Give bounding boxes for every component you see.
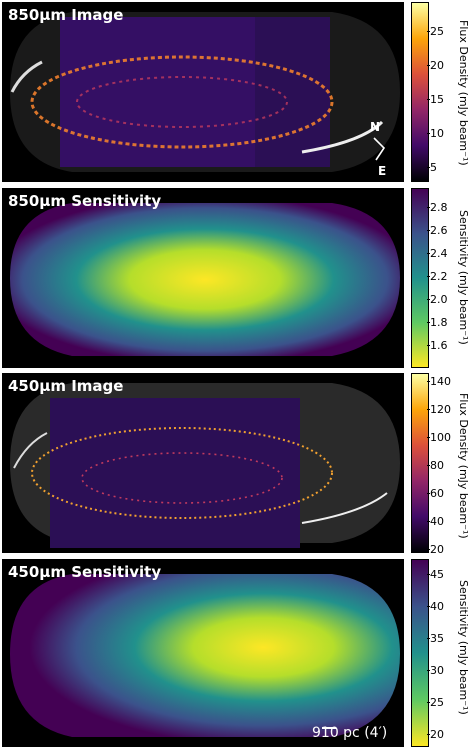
- panel-title: 450µm Image: [8, 377, 124, 395]
- colorbar-850-image: [411, 2, 429, 182]
- tick: 60: [430, 487, 444, 500]
- colorbar-label: Flux Density (mJy beam⁻¹): [457, 393, 470, 539]
- panel-850-image: 850µm Image N E: [2, 2, 404, 182]
- panel-title: 850µm Image: [8, 6, 124, 24]
- tick: 2.8: [430, 201, 448, 214]
- compass-east-label: E: [378, 164, 387, 178]
- compass-icon: [373, 137, 386, 161]
- map-450-image: [10, 383, 400, 548]
- tick: 2.6: [430, 224, 448, 237]
- colorbar-850-sensitivity: [411, 188, 429, 368]
- colorbar-label: Sensitivity (mJy beam⁻¹): [457, 210, 470, 345]
- tick: 2.0: [430, 293, 448, 306]
- map-850-image: [10, 12, 400, 172]
- tick: 100: [430, 431, 451, 444]
- tick: 20: [430, 59, 444, 72]
- tick: 20: [430, 728, 444, 741]
- map-450-sensitivity: [10, 574, 400, 737]
- tick: 30: [430, 664, 444, 677]
- compass-north-label: N: [370, 120, 381, 134]
- scale-bar-label: 910 pc (4′): [312, 725, 388, 741]
- panel-450-image: 450µm Image: [2, 373, 404, 553]
- tick: 15: [430, 93, 444, 106]
- tick: 20: [430, 543, 444, 556]
- tick: 1.6: [430, 339, 448, 352]
- tick: 10: [430, 127, 444, 140]
- tick: 1.8: [430, 316, 448, 329]
- tick: 25: [430, 25, 444, 38]
- colorbar-450-image: [411, 373, 429, 553]
- tick: 80: [430, 459, 444, 472]
- panel-450-sensitivity: 450µm Sensitivity 910 pc (4′): [2, 559, 404, 747]
- panel-title: 850µm Sensitivity: [8, 192, 162, 210]
- colorbar-label: Sensitivity (mJy beam⁻¹): [457, 580, 470, 715]
- colorbar-450-sensitivity: [411, 559, 429, 747]
- tick: 120: [430, 403, 451, 416]
- tick: 45: [430, 568, 444, 581]
- tick: 25: [430, 696, 444, 709]
- panel-850-sensitivity: 850µm Sensitivity: [2, 188, 404, 368]
- panel-title: 450µm Sensitivity: [8, 563, 162, 581]
- tick: 2.4: [430, 247, 448, 260]
- tick: 140: [430, 375, 451, 388]
- tick: 40: [430, 515, 444, 528]
- tick: 40: [430, 600, 444, 613]
- colorbar-label: Flux Density (mJy beam⁻¹): [457, 20, 470, 166]
- map-850-sensitivity: [10, 203, 400, 356]
- tick: 35: [430, 632, 444, 645]
- tick: 2.2: [430, 270, 448, 283]
- tick: 5: [430, 161, 437, 174]
